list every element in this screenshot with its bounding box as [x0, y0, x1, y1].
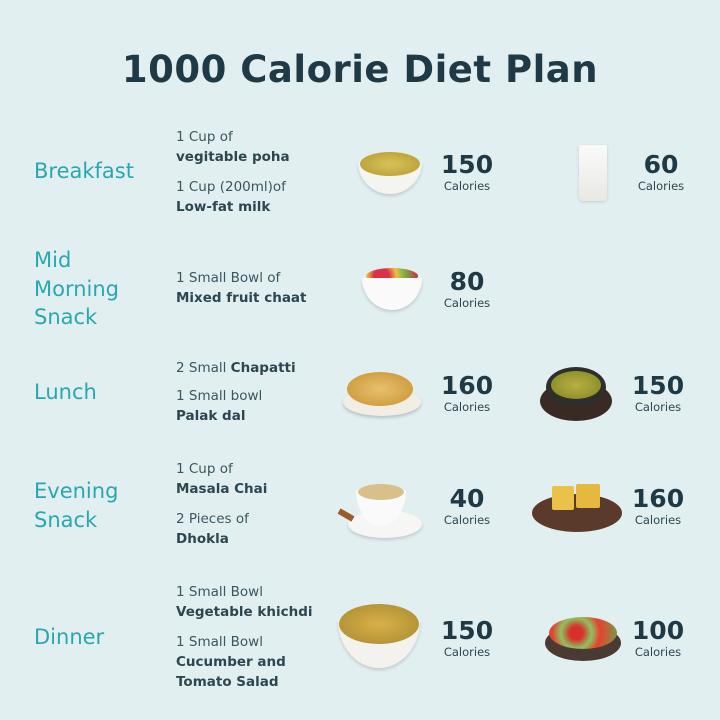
calories-unit-label: Calories: [634, 513, 682, 527]
calorie-value: 100: [631, 616, 685, 645]
calorie-value: 60: [643, 150, 679, 179]
chai-cup-icon: [337, 480, 422, 540]
calories-unit-label: Calories: [443, 645, 491, 659]
meal-description-evening-snack: 1 Cup of Masala Chai 2 Pieces of Dhokla: [176, 459, 267, 549]
calories-unit-label: Calories: [443, 179, 491, 193]
text: Morning: [34, 276, 120, 301]
item-food: Mixed fruit chaat: [176, 290, 307, 306]
calorie-value: 80: [449, 267, 485, 296]
item-quantity: 1 Small Bowl of: [176, 270, 281, 286]
item-food: Low-fat milk: [176, 199, 271, 215]
calories-unit-label: Calories: [443, 296, 491, 310]
poha-bowl-icon: [358, 148, 422, 196]
item-quantity: 1 Cup (200ml)of: [176, 179, 286, 195]
chapatti-plate-icon: [343, 370, 421, 416]
item-quantity: 1 Small Bowl: [176, 584, 263, 600]
khichdi-bowl-icon: [338, 600, 420, 670]
calorie-value: 160: [440, 371, 494, 400]
text: 2 Small: [176, 360, 227, 376]
meal-description-lunch: 2 Small Chapatti 1 Small bowl Palak dal: [176, 358, 296, 426]
calorie-value: 40: [449, 484, 485, 513]
calorie-value: 160: [631, 484, 685, 513]
text: Snack: [34, 305, 98, 329]
calories-khichdi: 150 Calories: [437, 616, 497, 660]
item-quantity: 1 Small Bowl: [176, 634, 263, 650]
item-food: Cucumber and Tomato Salad: [176, 654, 286, 690]
meal-label-mid-morning-snack: Mid Morning Snack: [34, 246, 119, 332]
item-food: Masala Chai: [176, 481, 268, 497]
calorie-value: 150: [440, 616, 494, 645]
milk-glass-icon: [579, 145, 607, 201]
item-line: 2 Small Chapatti: [176, 360, 296, 376]
calories-chapatti: 160 Calories: [437, 371, 497, 415]
item-quantity: 1 Cup of: [176, 461, 233, 477]
calorie-value: 150: [631, 371, 685, 400]
meal-label-line: Breakfast: [34, 159, 134, 183]
item-food: Palak dal: [176, 408, 246, 424]
item-quantity: 1 Small bowl: [176, 388, 263, 404]
meal-label-lunch: Lunch: [34, 378, 97, 407]
calorie-value: 150: [440, 150, 494, 179]
fruit-chaat-bowl-icon: [362, 266, 422, 312]
calories-unit-label: Calories: [634, 645, 682, 659]
salad-bowl-icon: [545, 615, 621, 661]
item-quantity: 1 Cup of: [176, 129, 233, 145]
calories-unit-label: Calories: [637, 179, 685, 193]
dhokla-plate-icon: [532, 482, 622, 532]
text: Lunch: [34, 380, 97, 404]
calories-unit-label: Calories: [443, 400, 491, 414]
text: Mid: [34, 248, 72, 272]
calories-salad: 100 Calories: [628, 616, 688, 660]
meal-label-dinner: Dinner: [34, 623, 104, 652]
calories-masala-chai: 40 Calories: [437, 484, 497, 528]
meal-label-evening-snack: Evening Snack: [34, 477, 118, 534]
item-quantity: 2 Pieces of: [176, 511, 249, 527]
item-food: Vegetable khichdi: [176, 604, 313, 620]
text: Chapatti: [230, 360, 296, 376]
meal-description-mid-morning-snack: 1 Small Bowl of Mixed fruit chaat: [176, 268, 307, 308]
meal-description-breakfast: 1 Cup of vegitable poha 1 Cup (200ml)of …: [176, 127, 290, 217]
calories-fruit-chaat: 80 Calories: [437, 267, 497, 311]
calories-unit-label: Calories: [634, 400, 682, 414]
text: Dinner: [34, 625, 105, 649]
text: Snack: [34, 507, 98, 532]
calories-milk: 60 Calories: [631, 150, 691, 194]
dal-bowl-icon: [540, 365, 612, 421]
calories-palak-dal: 150 Calories: [628, 371, 688, 415]
calories-unit-label: Calories: [443, 513, 491, 527]
item-food: vegitable poha: [176, 149, 290, 165]
page-title: 1000 Calorie Diet Plan: [121, 48, 599, 91]
text: Evening: [34, 479, 119, 503]
meal-label-breakfast: Breakfast: [34, 157, 134, 186]
calories-dhokla: 160 Calories: [628, 484, 688, 528]
meal-description-dinner: 1 Small Bowl Vegetable khichdi 1 Small B…: [176, 582, 313, 692]
item-food: Dhokla: [176, 531, 229, 547]
calories-poha: 150 Calories: [437, 150, 497, 194]
